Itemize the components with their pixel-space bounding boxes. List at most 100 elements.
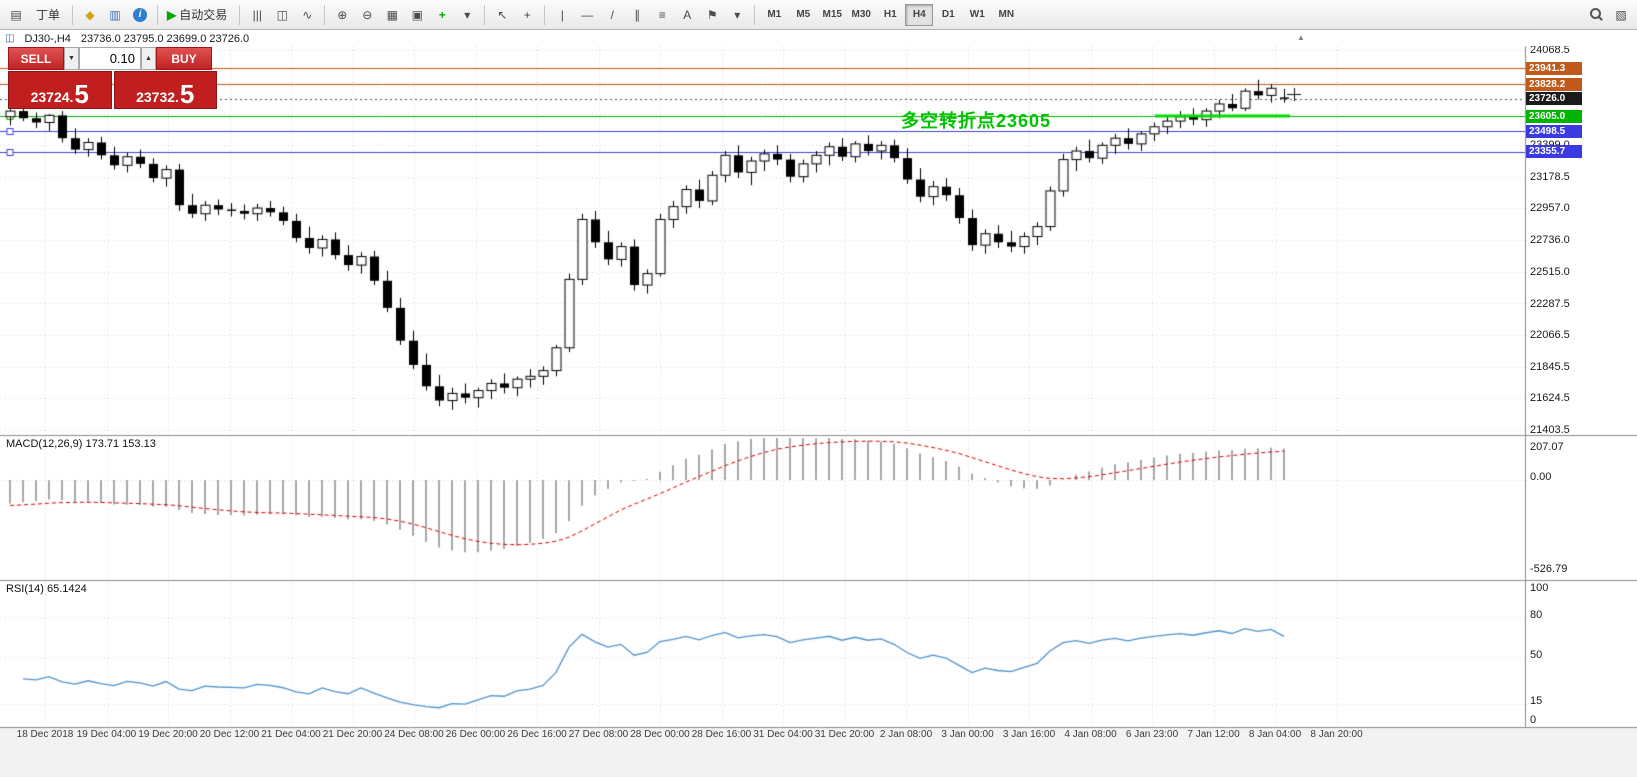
price-axis-label: 22287.5 [1530,297,1570,310]
price-axis-label: 22066.5 [1530,329,1570,342]
play-icon: ▶ [167,7,177,22]
rsi-axis-label: 50 [1530,649,1543,661]
toolbar-separator [544,4,546,25]
rsi-axis-label: 15 [1530,695,1543,707]
macd-indicator-label: MACD(12,26,9) 173.71 153.13 [6,438,156,450]
shapes-dropdown-icon[interactable]: ▾ [734,7,741,22]
buy-price: 23732. [136,88,179,105]
time-axis-label: 21 Dec 20:00 [322,729,383,740]
new-order-label: 丁单 [36,8,61,22]
price-axis-label: 22957.0 [1530,202,1570,215]
price-axis[interactable]: 24068.523399.023178.522957.022736.022515… [1526,31,1637,731]
time-axis-label: 8 Jan 20:00 [1310,729,1363,740]
label-icon[interactable]: ⚑ [706,7,718,22]
favorites-icon[interactable]: ◆ [85,7,95,22]
auto-trading-label: 自动交易 [179,8,228,22]
text-icon[interactable]: A [683,7,692,22]
price-axis-label: 21403.5 [1530,423,1570,436]
image-icon[interactable]: ▧ [1615,7,1627,22]
sell-price-button[interactable]: 23724. 5 [8,71,112,109]
price-axis-label: 21845.5 [1530,360,1570,373]
bar-chart-icon[interactable]: ||| [252,7,262,22]
indicators-dropdown-icon[interactable]: ▾ [464,7,471,22]
buy-price-big-digit: 5 [179,78,195,109]
new-order-button[interactable]: 丁单 [29,3,67,27]
tile-windows-icon[interactable]: ▣ [411,7,423,22]
time-axis-label: 2 Jan 08:00 [879,729,933,740]
buy-price-button[interactable]: 23732. 5 [113,71,217,109]
toolbar-separator [324,4,326,25]
time-axis-label: 31 Dec 20:00 [814,729,875,740]
chart-title-icon: ◫ [5,33,15,44]
timeframe-button-h4[interactable]: H4 [905,3,934,26]
time-axis-label: 24 Dec 08:00 [384,729,444,740]
order-dropdown-icon[interactable]: ▼ [64,47,79,70]
search-icon[interactable] [1584,3,1608,27]
cursor-icon[interactable]: ↖ [497,7,508,22]
info-icon[interactable]: i [128,3,152,27]
time-axis-label: 26 Dec 16:00 [507,729,567,740]
price-axis-label: 24068.5 [1530,44,1570,56]
time-axis-label: 4 Jan 08:00 [1064,729,1117,740]
window-menu-icon[interactable]: ▤ [10,7,22,22]
toolbar-separator [72,4,74,25]
timeframe-button-w1[interactable]: W1 [969,9,985,20]
timeframe-button-m1[interactable]: M1 [767,9,782,20]
time-axis[interactable]: 18 Dec 2018 19 Dec 04:00 19 Dec 20:00 20 De… [0,729,1525,746]
zoom-in-icon[interactable]: ⊕ [337,7,348,22]
timeframe-button-d1[interactable]: D1 [941,9,955,20]
auto-trading-button[interactable]: ▶ 自动交易 [163,3,234,27]
fibonacci-icon[interactable]: ≡ [658,7,666,22]
toolbar-separator [484,4,486,25]
time-axis-label: 18 Dec 2018 [16,729,74,740]
toolbar-separator [754,4,756,25]
price-axis-label: 22515.0 [1530,265,1570,278]
timeframe-button-m15[interactable]: M15 [822,9,842,20]
time-axis-label: 19 Dec 20:00 [138,729,198,740]
time-axis-label: 7 Jan 12:00 [1187,729,1240,740]
volume-step-icon[interactable]: ▲ [141,47,156,70]
time-axis-label: 28 Dec 00:00 [630,729,690,740]
timeframe-button-m30[interactable]: M30 [851,9,871,20]
timeframe-button-h1[interactable]: H1 [883,9,897,20]
line-chart-icon[interactable]: ∿ [302,7,313,22]
rsi-axis-label: 80 [1530,609,1543,621]
market-watch-icon[interactable]: ▥ [109,7,121,22]
macd-axis-label: 207.07 [1530,441,1564,453]
time-axis-label: 26 Dec 00:00 [445,729,506,740]
timeframe-button-m5[interactable]: M5 [796,9,811,20]
time-axis-label: 6 Jan 23:00 [1125,729,1179,740]
grid-icon[interactable]: ▦ [386,7,398,22]
crosshair-icon[interactable]: + [523,7,531,22]
chart-annotation-text: 多空转折点23605 [901,111,1052,131]
rsi-axis-label: 100 [1530,582,1549,594]
sell-price: 23724. [30,88,74,105]
time-axis-label: 31 Dec 04:00 [753,729,813,740]
time-axis-label: 3 Jan 00:00 [941,729,994,740]
rsi-indicator-label: RSI(14) 65.1424 [6,583,87,595]
buy-button[interactable]: BUY [156,47,212,70]
channel-icon[interactable]: ∥ [634,7,641,22]
macd-axis-label: 0.00 [1530,471,1552,483]
price-axis-label: 21624.5 [1530,392,1570,405]
candlestick-chart-icon[interactable]: ◫ [276,7,288,22]
sell-price-big-digit: 5 [74,78,89,109]
vertical-line-icon[interactable]: | [560,7,564,22]
rsi-axis-label: 0 [1530,714,1537,726]
toolbar-separator [239,4,241,25]
volume-input[interactable] [79,47,141,70]
price-axis-label: 23178.5 [1530,170,1570,183]
zoom-out-icon[interactable]: ⊖ [362,7,373,22]
chart-ohlc-values: 23736.0 23795.0 23699.0 23726.0 [80,32,250,45]
sell-button[interactable]: SELL [8,47,64,70]
horizontal-line-icon[interactable]: — [581,7,594,22]
timeframe-button-mn[interactable]: MN [998,9,1015,20]
price-badge: 23355.7 [1526,145,1582,159]
indicators-icon[interactable]: + [438,7,446,22]
time-axis-label: 3 Jan 16:00 [1002,729,1056,740]
one-click-trade-panel: SELL ▼ ▲ BUY 23724. 5 23732. 5 [8,47,217,109]
scroll-up-icon[interactable]: ▲ [1297,33,1305,42]
trendline-icon[interactable]: / [610,7,614,22]
